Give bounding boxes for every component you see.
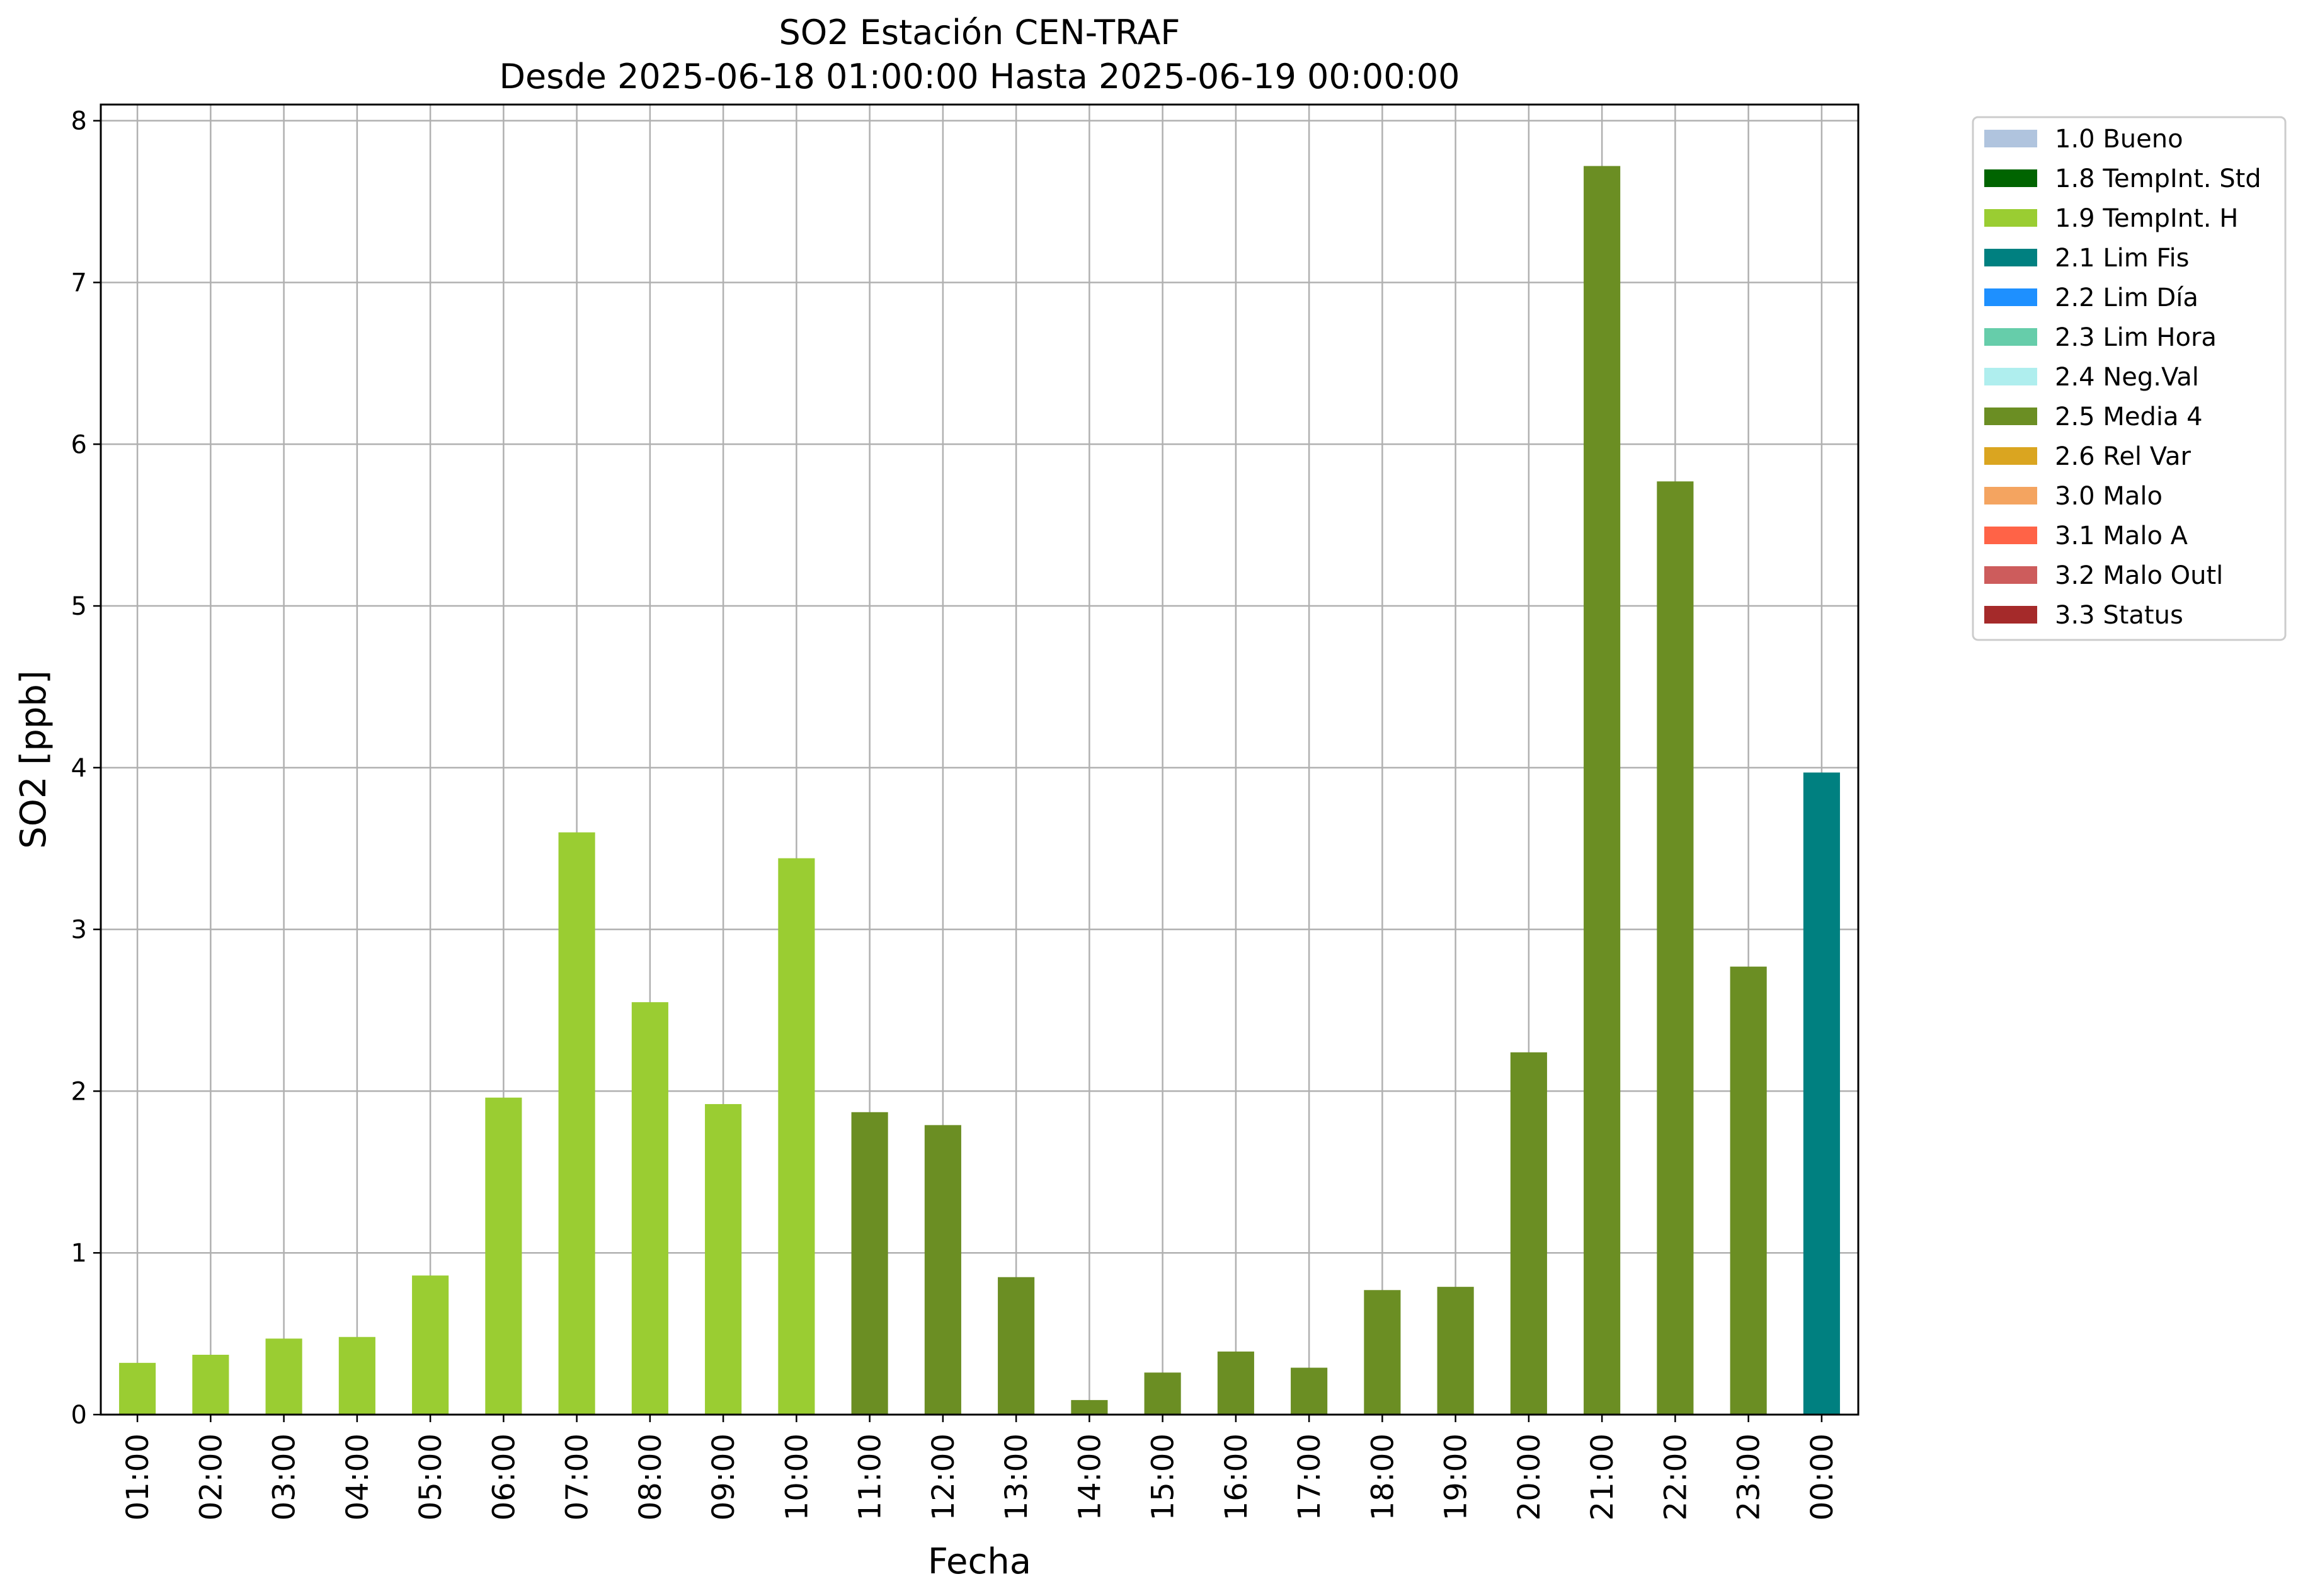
x-tick-label: 10:00 [779,1434,814,1520]
bar-2200 [1657,481,1694,1415]
legend-label: 2.6 Rel Var [2055,442,2192,471]
x-tick-label: 05:00 [413,1434,449,1520]
bar-1600 [1217,1351,1254,1415]
bar-0400 [338,1337,375,1415]
legend-swatch [1984,209,2037,227]
x-tick-label: 03:00 [267,1434,302,1520]
x-tick-label: 19:00 [1439,1434,1474,1520]
x-tick-label: 23:00 [1732,1434,1767,1520]
x-tick-label: 22:00 [1658,1434,1693,1520]
x-axis-label: Fecha [928,1541,1031,1582]
legend-swatch [1984,566,2037,584]
y-axis-ticks: 0 1 2 3 4 5 6 7 8 [71,107,101,1430]
bar-1100 [851,1112,888,1415]
bar-0300 [265,1338,302,1415]
x-tick-label: 00:00 [1805,1434,1840,1520]
legend-label: 3.3 Status [2055,601,2183,630]
y-tick-label: 7 [71,268,87,297]
x-tick-label: 14:00 [1072,1434,1107,1520]
y-tick-label: 8 [71,107,87,136]
legend-label: 1.9 TempInt. H [2055,204,2238,233]
bar-0800 [631,1002,668,1415]
legend-swatch [1984,130,2037,147]
x-tick-label: 21:00 [1585,1434,1620,1520]
y-axis-label: SO2 [ppb] [13,670,54,848]
legend-swatch [1984,408,2037,425]
bar-0100 [119,1362,156,1415]
bar-0000 [1803,772,1840,1415]
y-tick-label: 2 [71,1077,87,1106]
legend-swatch [1984,169,2037,187]
bar-1500 [1144,1372,1181,1415]
bar-0600 [485,1097,522,1415]
legend-swatch [1984,606,2037,624]
bar-1200 [924,1125,961,1415]
bar-2000 [1510,1052,1547,1415]
x-tick-label: 15:00 [1146,1434,1181,1520]
x-tick-label: 12:00 [926,1434,961,1520]
bar-0500 [412,1275,449,1415]
legend-label: 2.1 Lim Fis [2055,244,2189,273]
y-tick-label: 6 [71,430,87,459]
legend-label: 3.0 Malo [2055,482,2163,511]
x-tick-label: 17:00 [1292,1434,1327,1520]
legend-swatch [1984,447,2037,465]
legend-label: 1.8 TempInt. Std [2055,164,2261,193]
bar-0900 [705,1103,742,1415]
x-tick-label: 09:00 [706,1434,741,1520]
x-tick-label: 02:00 [193,1434,229,1520]
legend-frame [1972,116,2287,641]
legend-label: 2.4 Neg.Val [2055,363,2199,392]
bars [119,166,1840,1415]
x-tick-label: 11:00 [853,1434,888,1520]
x-tick-label: 07:00 [560,1434,595,1520]
bar-1900 [1437,1287,1474,1415]
bar-2100 [1584,166,1621,1415]
x-tick-label: 01:00 [120,1434,156,1520]
legend-swatch [1984,249,2037,266]
x-tick-label: 06:00 [486,1434,522,1520]
chart-title: SO2 Estación CEN-TRAF [779,13,1180,52]
bar-1000 [778,858,815,1415]
legend-label: 1.0 Bueno [2055,125,2183,154]
bar-1800 [1364,1290,1401,1415]
legend-label: 2.3 Lim Hora [2055,323,2217,352]
y-tick-label: 4 [71,754,87,783]
y-tick-label: 3 [71,916,87,945]
plot-area-frame [100,103,1860,1416]
x-axis-ticks: 01:00 02:00 03:00 04:00 05:00 06:00 07:00 08:00… [120,1415,1840,1520]
y-tick-label: 0 [71,1401,87,1430]
legend-label: 2.5 Media 4 [2055,402,2203,431]
x-tick-label: 08:00 [633,1434,668,1520]
legend-swatch [1984,288,2037,306]
bar-0200 [192,1354,229,1415]
y-tick-label: 1 [71,1239,87,1268]
legend-label: 3.2 Malo Outl [2055,561,2223,590]
x-tick-label: 04:00 [340,1434,375,1520]
legend-swatch [1984,527,2037,544]
bar-2300 [1730,966,1767,1415]
chart-subtitle: Desde 2025-06-18 01:00:00 Hasta 2025-06-… [499,57,1460,96]
legend-swatch [1984,487,2037,504]
bar-1400 [1071,1399,1108,1415]
bar-1700 [1291,1367,1328,1415]
legend-swatch [1984,368,2037,385]
x-tick-label: 20:00 [1512,1434,1547,1520]
legend-label: 2.2 Lim Día [2055,283,2198,312]
legend-swatch [1984,328,2037,346]
legend-label: 3.1 Malo A [2055,522,2188,550]
bar-0700 [558,832,595,1415]
legend: 1.0 Bueno 1.8 TempInt. Std 1.9 TempInt. H 2… [1972,116,2287,641]
x-tick-label: 18:00 [1365,1434,1400,1520]
x-tick-label: 13:00 [999,1434,1034,1520]
y-tick-label: 5 [71,592,87,621]
bar-1300 [998,1277,1035,1415]
x-tick-label: 16:00 [1219,1434,1254,1520]
